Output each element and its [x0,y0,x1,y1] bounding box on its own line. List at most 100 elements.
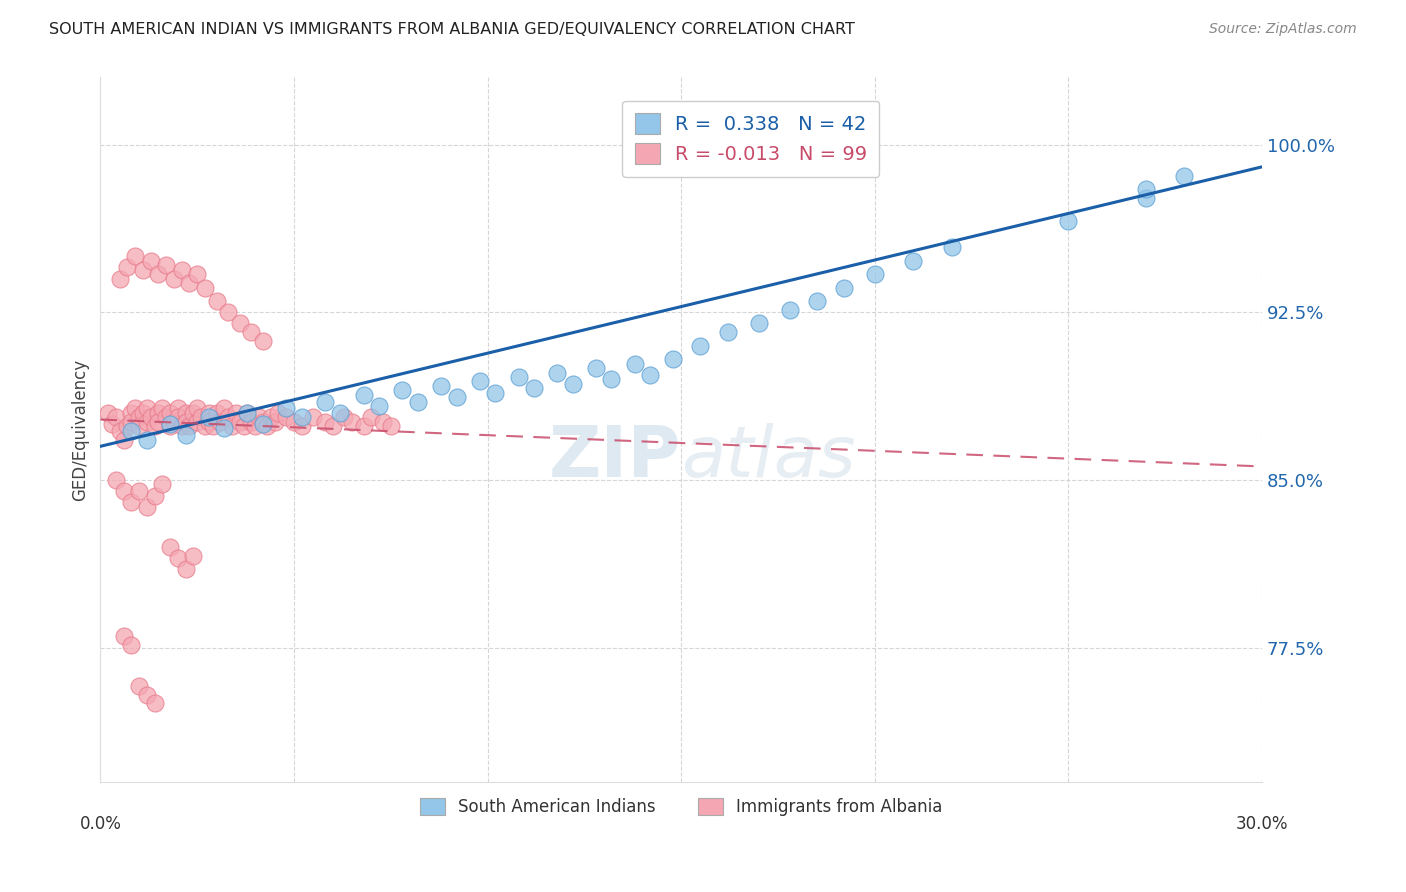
Point [240,415,263,429]
Point [120,638,142,652]
Point [806,293,828,308]
Point [212,401,235,416]
Point [600,372,623,386]
Point [322,419,344,434]
Point [716,326,738,340]
Point [150,477,173,491]
Point [159,406,181,420]
Point [112,484,135,499]
Point [340,415,363,429]
Point [252,334,274,349]
Point [181,406,204,420]
Point [229,415,252,429]
Point [139,253,162,268]
Point [212,421,235,435]
Point [221,419,243,434]
Point [194,419,217,434]
Point [174,562,197,576]
Point [197,406,219,420]
Point [585,361,607,376]
Point [190,410,212,425]
Point [112,433,135,447]
Point [391,384,413,398]
Point [179,419,201,434]
Text: atlas: atlas [681,423,856,492]
Text: ZIP: ZIP [548,423,681,492]
Point [245,419,267,434]
Point [97,406,120,420]
Point [120,495,142,509]
Point [135,433,157,447]
Point [108,271,131,285]
Point [124,401,146,416]
Text: 30.0%: 30.0% [1236,815,1288,833]
Point [371,415,394,429]
Point [148,415,170,429]
Point [662,352,685,367]
Point [333,410,356,425]
Point [430,379,453,393]
Point [638,368,661,382]
Point [1135,182,1157,196]
Point [117,260,139,275]
Point [128,419,150,434]
Point [174,406,197,420]
Point [159,419,181,434]
Point [368,399,391,413]
Point [170,262,193,277]
Point [263,415,285,429]
Point [186,401,208,416]
Point [903,253,925,268]
Point [148,406,170,420]
Point [150,401,173,416]
Point [159,540,181,554]
Point [163,415,186,429]
Point [748,317,770,331]
Point [314,415,336,429]
Point [135,688,157,702]
Point [174,415,197,429]
Point [484,385,506,400]
Point [186,415,208,429]
Point [360,410,382,425]
Point [132,262,155,277]
Point [139,410,162,425]
Point [197,415,219,429]
Point [197,410,219,425]
Point [236,406,259,420]
Point [108,424,131,438]
Point [276,401,298,416]
Point [166,551,188,566]
Point [104,473,127,487]
Point [256,419,278,434]
Point [124,249,146,263]
Point [120,406,142,420]
Point [252,415,274,429]
Point [380,419,402,434]
Point [236,406,259,420]
Text: Source: ZipAtlas.com: Source: ZipAtlas.com [1209,22,1357,37]
Point [143,697,166,711]
Point [179,276,201,290]
Point [205,406,228,420]
Point [291,410,314,425]
Point [155,258,177,272]
Legend: South American Indians, Immigrants from Albania: South American Indians, Immigrants from … [413,791,949,822]
Point [446,390,468,404]
Point [546,366,568,380]
Point [689,339,711,353]
Point [276,410,298,425]
Point [104,410,127,425]
Point [128,679,150,693]
Point [135,415,157,429]
Point [1173,169,1195,183]
Point [353,419,375,434]
Point [128,410,150,425]
Point [232,419,254,434]
Point [247,410,270,425]
Point [128,484,150,499]
Point [186,267,208,281]
Point [135,401,157,416]
Point [201,419,224,434]
Point [779,302,801,317]
